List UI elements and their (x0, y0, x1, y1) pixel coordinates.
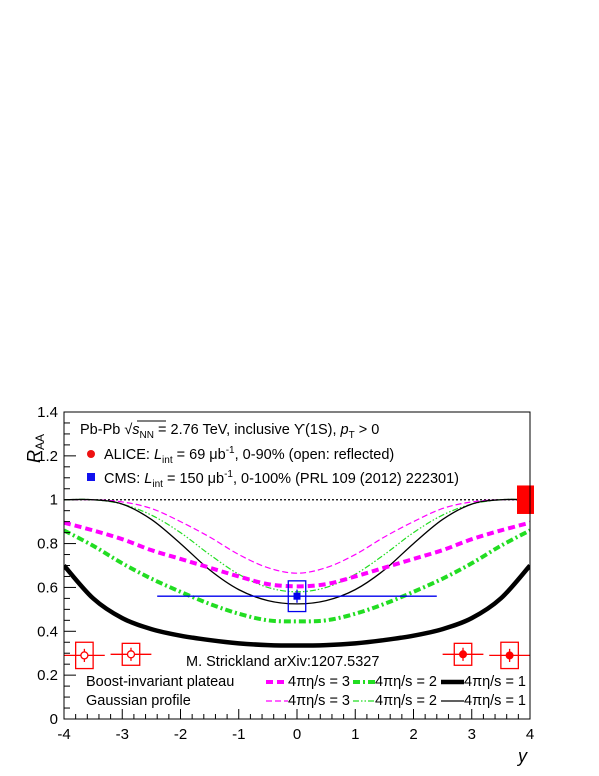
alice-point-sys-box (500, 641, 520, 670)
header-sqrt-sub: NN (140, 430, 154, 441)
legend-label-gaussian-eta3: 4πη/s = 3 (288, 693, 350, 709)
x-tick-label: 2 (409, 726, 417, 743)
alice-lumi-sup: -1 (226, 445, 235, 456)
alice-l: L (154, 447, 162, 463)
x-tick-label: 1 (351, 726, 359, 743)
y-tick-label: 0.6 (37, 579, 58, 596)
header-text: Pb-Pb √sNN = 2.76 TeV, inclusive ϒ(1S), p… (80, 422, 379, 441)
x-tick-label: 0 (293, 726, 301, 743)
curve-gaussian-eta3 (64, 498, 530, 574)
global-uncertainty-box (517, 485, 534, 514)
cms-lumi: = 150 μb (163, 471, 224, 487)
credit-text: M. Strickland arXiv:1207.5327 (186, 654, 379, 670)
x-tick-label: -1 (232, 726, 245, 743)
cms-l: L (144, 471, 152, 487)
x-tick-label: -3 (116, 726, 129, 743)
header-pt-sub: T (349, 430, 355, 441)
alice-point-marker (459, 650, 468, 659)
cms-point-sys-box (287, 580, 307, 613)
alice-point-marker (505, 651, 514, 660)
y-tick-label: 0 (50, 711, 58, 728)
legend-label-plateau-eta3: 4πη/s = 3 (288, 674, 350, 690)
alice-point-sys-box (75, 641, 94, 670)
legend-label-plateau-eta1: 4πη/s = 1 (464, 674, 526, 690)
y-tick-label: 0.4 (37, 623, 58, 640)
cms-legend-text: CMS: Lint = 150 μb-1, 0-100% (PRL 109 (2… (104, 469, 459, 490)
header-system: Pb-Pb (80, 422, 120, 438)
legend-label-gaussian-eta2: 4πη/s = 2 (375, 693, 437, 709)
alice-lumi: = 69 μb (173, 447, 226, 463)
cms-lumi-sup: -1 (224, 469, 233, 480)
header-sqrt-s: s (132, 422, 139, 438)
alice-point-marker-open (80, 651, 89, 660)
alice-point-sys-box (121, 642, 141, 666)
curve-gaussian-eta1 (64, 498, 530, 605)
alice-name: ALICE: (104, 447, 154, 463)
x-tick-label: -4 (57, 726, 70, 743)
legend-profile-plateau: Boost-invariant plateau (86, 674, 234, 690)
y-tick-label: 1.2 (37, 448, 58, 465)
y-tick-label: 1 (50, 492, 58, 509)
y-axis-title-main: R (24, 450, 44, 463)
cms-name: CMS: (104, 471, 144, 487)
curve-plateau-eta2 (64, 528, 530, 624)
alice-marker-legend (87, 450, 95, 458)
y-axis: 0 0.2 0.4 0.6 0.8 1 1.2 1.4 (37, 404, 76, 728)
alice-tail: , 0-90% (open: reflected) (235, 447, 395, 463)
y-tick-label: 1.4 (37, 404, 58, 421)
y-axis-title: RAA (24, 434, 47, 463)
curve-plateau-eta3 (64, 520, 530, 589)
curve-plateau-eta1 (64, 564, 530, 648)
cms-tail: , 0-100% (PRL 109 (2012) 222301) (233, 471, 459, 487)
header-energy: = 2.76 TeV, inclusive ϒ(1S), (154, 422, 341, 438)
legend-label-gaussian-eta1: 4πη/s = 1 (464, 693, 526, 709)
alice-legend-text: ALICE: Lint = 69 μb-1, 0-90% (open: refl… (104, 445, 394, 466)
data-points (64, 485, 534, 670)
x-axis-title: y (516, 746, 528, 766)
x-axis: -4 -3 -2 -1 0 1 2 3 4 (57, 709, 534, 743)
header-sqrt-symbol: √ (124, 422, 132, 438)
y-axis-title-sub: AA (33, 434, 47, 450)
x-tick-label: 3 (468, 726, 476, 743)
legend-profile-gaussian: Gaussian profile (86, 693, 191, 709)
x-tick-label: -2 (174, 726, 187, 743)
cms-point-marker (293, 592, 301, 600)
header-pt: p (340, 422, 349, 438)
x-tick-label: 4 (526, 726, 534, 743)
y-tick-label: 0.2 (37, 667, 58, 684)
y-tick-label: 0.8 (37, 536, 58, 553)
cms-marker-legend (87, 473, 95, 481)
cms-l-sub: int (152, 479, 163, 490)
legend-label-plateau-eta2: 4πη/s = 2 (375, 674, 437, 690)
alice-point-sys-box (453, 642, 473, 666)
alice-point-marker-open (126, 650, 136, 659)
header-pt-tail: > 0 (355, 422, 380, 438)
alice-l-sub: int (162, 455, 173, 466)
